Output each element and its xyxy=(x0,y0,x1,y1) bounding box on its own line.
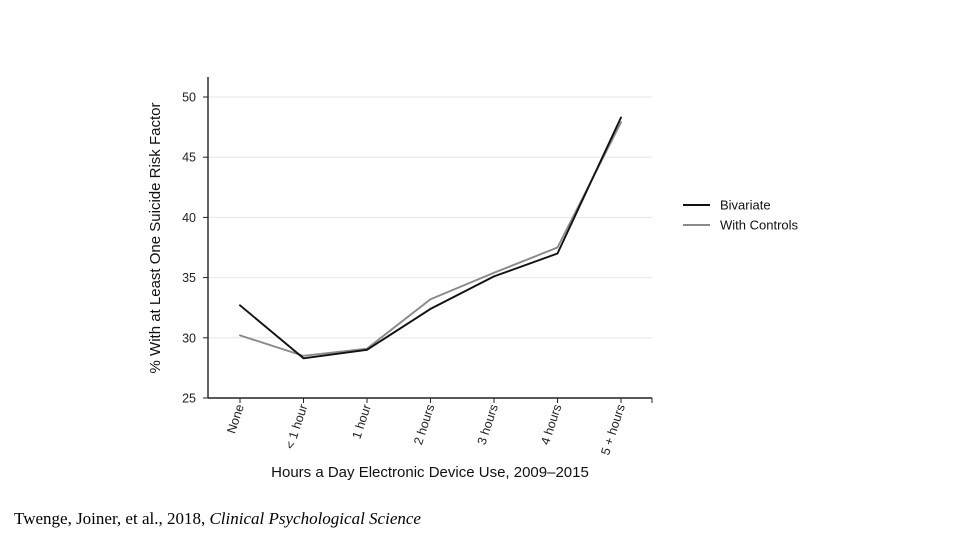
x-tick-label: None xyxy=(224,403,247,436)
gridlines xyxy=(208,96,652,339)
y-tick-label: 25 xyxy=(182,392,196,406)
series-line-with-controls xyxy=(239,121,622,357)
y-axis-ticks: 25 30 35 40 45 50 xyxy=(182,91,208,406)
x-tick-label: 4 hours xyxy=(538,403,564,447)
legend: Bivariate With Controls xyxy=(683,198,799,233)
y-tick-label: 50 xyxy=(182,91,196,105)
y-tick-label: 45 xyxy=(182,151,196,165)
series-lines xyxy=(239,116,622,360)
x-axis-ticks: None < 1 hour 1 hour 2 hours 3 hours 4 hours 5… xyxy=(224,398,653,457)
x-tick-label: 3 hours xyxy=(475,403,501,447)
x-tick-label: 5 + hours xyxy=(598,403,628,457)
x-tick-label: 1 hour xyxy=(350,403,374,441)
citation: Twenge, Joiner, et al., 2018, Clinical P… xyxy=(14,509,421,529)
x-tick-label: < 1 hour xyxy=(283,403,311,451)
y-tick-label: 30 xyxy=(182,331,196,345)
citation-authors: Twenge, Joiner, et al., 2018, xyxy=(14,509,206,528)
x-axis-title: Hours a Day Electronic Device Use, 2009–… xyxy=(271,464,589,481)
axes xyxy=(207,77,652,399)
legend-label: Bivariate xyxy=(720,198,771,213)
y-tick-label: 40 xyxy=(182,211,196,225)
y-tick-label: 35 xyxy=(182,271,196,285)
legend-label: With Controls xyxy=(720,218,799,233)
citation-journal: Clinical Psychological Science xyxy=(209,509,421,528)
x-tick-label: 2 hours xyxy=(411,403,437,447)
y-axis-title: % With at Least One Suicide Risk Factor xyxy=(147,103,164,374)
series-line-bivariate xyxy=(239,116,622,360)
